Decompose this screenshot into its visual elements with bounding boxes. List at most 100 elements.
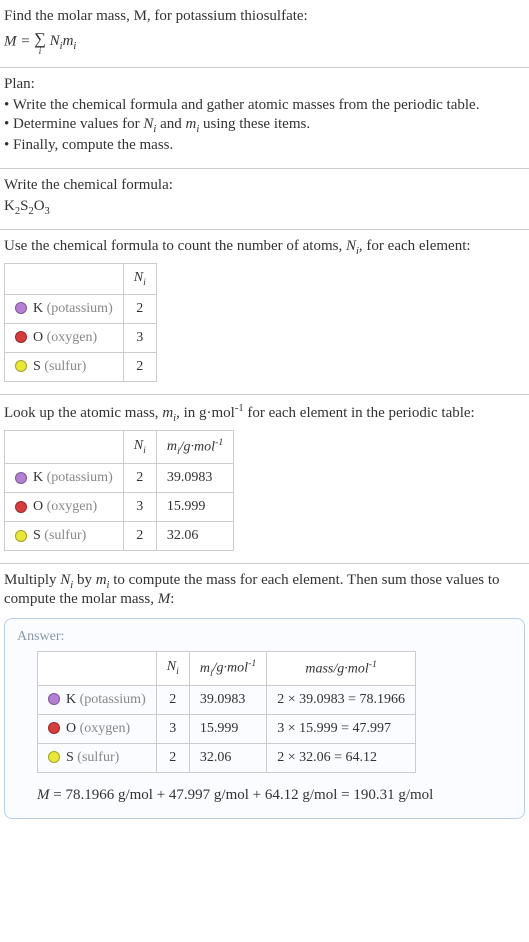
th-ni: Ni — [156, 652, 189, 685]
element-name: (potassium) — [47, 301, 113, 316]
element-cell: K (potassium) — [5, 464, 124, 493]
element-symbol: S — [33, 359, 41, 374]
lookup-section: Look up the atomic mass, mi, in g·mol-1 … — [0, 395, 529, 564]
mass-cell: 2 × 39.0983 = 78.1966 — [267, 685, 416, 714]
element-symbol: K — [33, 470, 43, 485]
table-row: O (oxygen)3 — [5, 323, 157, 352]
element-cell: O (oxygen) — [5, 323, 124, 352]
answer-box: Answer: Ni mi/g·mol-1 mass/g·mol-1 K (po… — [4, 618, 525, 818]
element-symbol: O — [33, 499, 43, 514]
n-cell: 2 — [123, 294, 156, 323]
m-cell: 15.999 — [189, 714, 266, 743]
element-symbol: K — [66, 692, 76, 707]
element-dot-icon — [15, 360, 27, 372]
table-header-row: Ni mi/g·mol-1 — [5, 430, 234, 463]
table-row: O (oxygen)315.9993 × 15.999 = 47.997 — [38, 714, 416, 743]
element-symbol: S — [66, 750, 74, 765]
n-cell: 3 — [123, 493, 156, 522]
answer-label: Answer: — [17, 629, 512, 645]
element-dot-icon — [15, 530, 27, 542]
n-cell: 2 — [123, 464, 156, 493]
n-cell: 2 — [123, 352, 156, 381]
intro-formula: M = ∑i Nimi — [4, 29, 525, 55]
chem-part: K — [4, 198, 15, 214]
th-blank — [38, 652, 157, 685]
m-cell: 15.999 — [156, 493, 233, 522]
element-dot-icon — [15, 331, 27, 343]
mass-cell: 3 × 15.999 = 47.997 — [267, 714, 416, 743]
lookup-title: Look up the atomic mass, mi, in g·mol-1 … — [4, 403, 525, 424]
table-row: K (potassium)2 — [5, 294, 157, 323]
element-dot-icon — [48, 751, 60, 763]
plan-section: Plan: • Write the chemical formula and g… — [0, 68, 529, 169]
n-cell: 2 — [156, 685, 189, 714]
plan-item-text: • Write the chemical formula and gather … — [4, 97, 479, 113]
answer-table: Ni mi/g·mol-1 mass/g·mol-1 K (potassium)… — [37, 651, 416, 772]
element-cell: K (potassium) — [38, 685, 157, 714]
lookup-table: Ni mi/g·mol-1 K (potassium)239.0983O (ox… — [4, 430, 234, 551]
element-name: (oxygen) — [47, 330, 98, 345]
element-name: (potassium) — [47, 470, 113, 485]
chem-part: O — [34, 198, 45, 214]
count-atoms-table: Ni K (potassium)2O (oxygen)3S (sulfur)2 — [4, 263, 157, 382]
table-row: S (sulfur)232.062 × 32.06 = 64.12 — [38, 743, 416, 772]
element-name: (oxygen) — [80, 721, 131, 736]
t: , for each element: — [359, 238, 471, 254]
th-blank — [5, 430, 124, 463]
element-name: (potassium) — [80, 692, 146, 707]
element-name: (oxygen) — [47, 499, 98, 514]
element-dot-icon — [48, 722, 60, 734]
final-answer: M = 78.1966 g/mol + 47.997 g/mol + 64.12… — [37, 787, 512, 804]
write-formula-section: Write the chemical formula: K2S2O3 — [0, 169, 529, 230]
chemical-formula: K2S2O3 — [4, 198, 525, 217]
intro-section: Find the molar mass, M, for potassium th… — [0, 0, 529, 68]
sigma: ∑i — [34, 29, 46, 55]
th-ni: Ni — [123, 430, 156, 463]
count-atoms-title: Use the chemical formula to count the nu… — [4, 238, 525, 257]
m-cell: 32.06 — [156, 522, 233, 551]
th-ni: Ni — [123, 263, 156, 294]
element-dot-icon — [15, 302, 27, 314]
chem-sub: 3 — [45, 206, 50, 217]
element-cell: S (sulfur) — [5, 522, 124, 551]
n-cell: 3 — [123, 323, 156, 352]
count-atoms-section: Use the chemical formula to count the nu… — [0, 230, 529, 395]
element-symbol: O — [33, 330, 43, 345]
table-row: O (oxygen)315.999 — [5, 493, 234, 522]
m-cell: 39.0983 — [156, 464, 233, 493]
t: Use the chemical formula to count the nu… — [4, 238, 346, 254]
n-cell: 2 — [156, 743, 189, 772]
table-row: K (potassium)239.0983 — [5, 464, 234, 493]
m-cell: 32.06 — [189, 743, 266, 772]
plan-list: • Write the chemical formula and gather … — [4, 97, 525, 154]
m-cell: 39.0983 — [189, 685, 266, 714]
element-cell: O (oxygen) — [5, 493, 124, 522]
element-cell: O (oxygen) — [38, 714, 157, 743]
multiply-section: Multiply Ni by mi to compute the mass fo… — [0, 564, 529, 612]
plan-item: • Write the chemical formula and gather … — [4, 97, 525, 114]
element-name: (sulfur) — [77, 750, 119, 765]
write-formula-title: Write the chemical formula: — [4, 177, 525, 194]
element-symbol: K — [33, 301, 43, 316]
table-row: K (potassium)239.09832 × 39.0983 = 78.19… — [38, 685, 416, 714]
t: Look up the atomic mass, — [4, 405, 162, 421]
mass-cell: 2 × 32.06 = 64.12 — [267, 743, 416, 772]
multiply-title: Multiply Ni by mi to compute the mass fo… — [4, 572, 525, 608]
element-symbol: S — [33, 528, 41, 543]
element-name: (sulfur) — [44, 359, 86, 374]
th-mi: mi/g·mol-1 — [189, 652, 266, 685]
element-dot-icon — [15, 472, 27, 484]
table-row: S (sulfur)2 — [5, 352, 157, 381]
element-dot-icon — [48, 693, 60, 705]
plan-title: Plan: — [4, 76, 525, 93]
element-cell: S (sulfur) — [38, 743, 157, 772]
plan-item: • Determine values for Ni and mi using t… — [4, 116, 525, 135]
sum-index: i — [34, 49, 46, 55]
th-mass: mass/g·mol-1 — [267, 652, 416, 685]
n-cell: 2 — [123, 522, 156, 551]
element-cell: K (potassium) — [5, 294, 124, 323]
element-cell: S (sulfur) — [5, 352, 124, 381]
table-row: S (sulfur)232.06 — [5, 522, 234, 551]
element-name: (sulfur) — [44, 528, 86, 543]
t: for each element in the periodic table: — [244, 405, 475, 421]
